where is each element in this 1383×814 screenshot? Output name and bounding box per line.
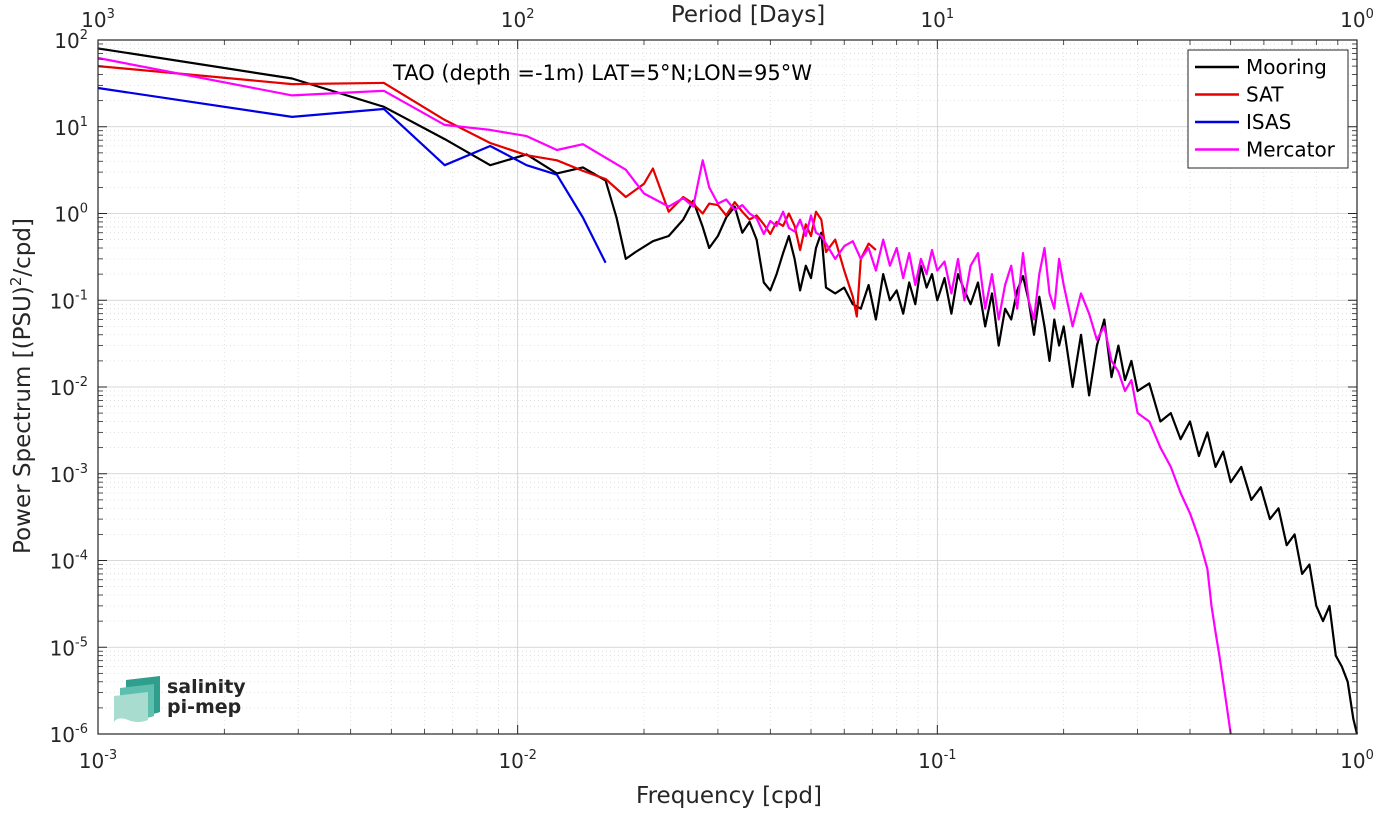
y-axis-title: Power Spectrum [(PSU)2/cpd]: [7, 218, 36, 554]
y-tick-label: 101: [54, 115, 88, 140]
y-tick-label-base: 10: [54, 203, 79, 227]
x-tick-label-base: 10: [498, 749, 523, 773]
y-tick-label: 102: [54, 28, 88, 53]
x-tick-label-base: 10: [918, 749, 943, 773]
top-tick-label-exp: 2: [526, 7, 534, 22]
y-tick-label: 10-4: [50, 549, 88, 574]
x-tick-label-exp: -2: [524, 748, 537, 763]
x-tick-label-exp: -1: [944, 748, 957, 763]
top-tick-label-base: 10: [920, 8, 945, 32]
legend-label-mercator: Mercator: [1246, 138, 1336, 162]
top-tick-label-exp: 0: [1366, 7, 1374, 22]
legend-label-mooring: Mooring: [1246, 55, 1327, 79]
y-tick-label-exp: 0: [80, 202, 88, 217]
y-tick-label: 10-6: [50, 722, 88, 747]
legend-label-sat: SAT: [1246, 83, 1284, 107]
top-tick-label-exp: 3: [107, 7, 115, 22]
y-tick-label-exp: -2: [75, 375, 88, 390]
x-axis-title: Frequency [cpd]: [636, 783, 822, 809]
top-tick-label-base: 10: [1340, 8, 1365, 32]
top-tick-label: 101: [920, 7, 954, 32]
x-tick-label-exp: -3: [104, 748, 117, 763]
series-line-isas: [97, 86, 607, 264]
y-tick-label-exp: -4: [75, 549, 88, 564]
top-tick-label: 100: [1340, 7, 1374, 32]
y-tick-label-exp: 1: [80, 115, 88, 130]
y-tick-label-exp: -3: [75, 462, 88, 477]
y-tick-label-exp: -6: [75, 722, 88, 737]
y-tick-label-base: 10: [54, 29, 79, 53]
x-tick-label: 10-3: [79, 748, 117, 773]
top-tick-label-exp: 1: [946, 7, 954, 22]
y-tick-label-exp: -5: [75, 635, 88, 650]
series-line-sat: [97, 65, 877, 318]
y-tick-label-base: 10: [50, 550, 75, 574]
grid: [97, 39, 1358, 735]
y-tick-label-exp: -1: [75, 288, 88, 303]
annotation: TAO (depth =-1m) LAT=5°N;LON=95°W: [392, 61, 812, 85]
logo-text-line1: salinity: [167, 676, 246, 698]
y-tick-label: 10-2: [50, 375, 88, 400]
y-tick-label-base: 10: [50, 463, 75, 487]
x-tick-label-exp: 0: [1366, 748, 1374, 763]
top-tick-label: 103: [81, 7, 115, 32]
y-axis-title-sup: 2: [7, 277, 25, 287]
series-layer: [97, 47, 1359, 735]
top-tick-label: 102: [501, 7, 535, 32]
y-tick-label-base: 10: [50, 723, 75, 747]
x-tick-label: 100: [1340, 748, 1374, 773]
top-axis-title: Period [Days]: [671, 2, 825, 28]
series-line-mercator: [97, 56, 1232, 735]
logo-text-line2: pi-mep: [167, 696, 241, 718]
salinity-pi-mep-logo: salinity pi-mep: [114, 676, 246, 722]
y-tick-label-base: 10: [50, 376, 75, 400]
x-tick-label: 10-2: [498, 748, 536, 773]
top-tick-label-base: 10: [81, 8, 106, 32]
y-tick-label-base: 10: [54, 116, 79, 140]
y-axis-title-tail: /cpd]: [10, 218, 36, 277]
y-tick-label-base: 10: [50, 289, 75, 313]
x-tick-label: 10-1: [918, 748, 956, 773]
x-tick-label-base: 10: [79, 749, 104, 773]
y-tick-label-exp: 2: [80, 28, 88, 43]
y-axis-title-main: Power Spectrum [(PSU): [10, 286, 36, 554]
y-tick-label: 10-1: [50, 288, 88, 313]
y-tick-label: 10-3: [50, 462, 88, 487]
y-tick-label: 10-5: [50, 635, 88, 660]
legend-label-isas: ISAS: [1246, 110, 1291, 134]
legend: Mooring SAT ISAS Mercator: [1187, 49, 1349, 169]
y-tick-label-base: 10: [50, 636, 75, 660]
x-tick-label-base: 10: [1340, 749, 1365, 773]
logo-wave-front: [114, 692, 148, 722]
top-tick-label-base: 10: [501, 8, 526, 32]
y-tick-label: 100: [54, 202, 88, 227]
